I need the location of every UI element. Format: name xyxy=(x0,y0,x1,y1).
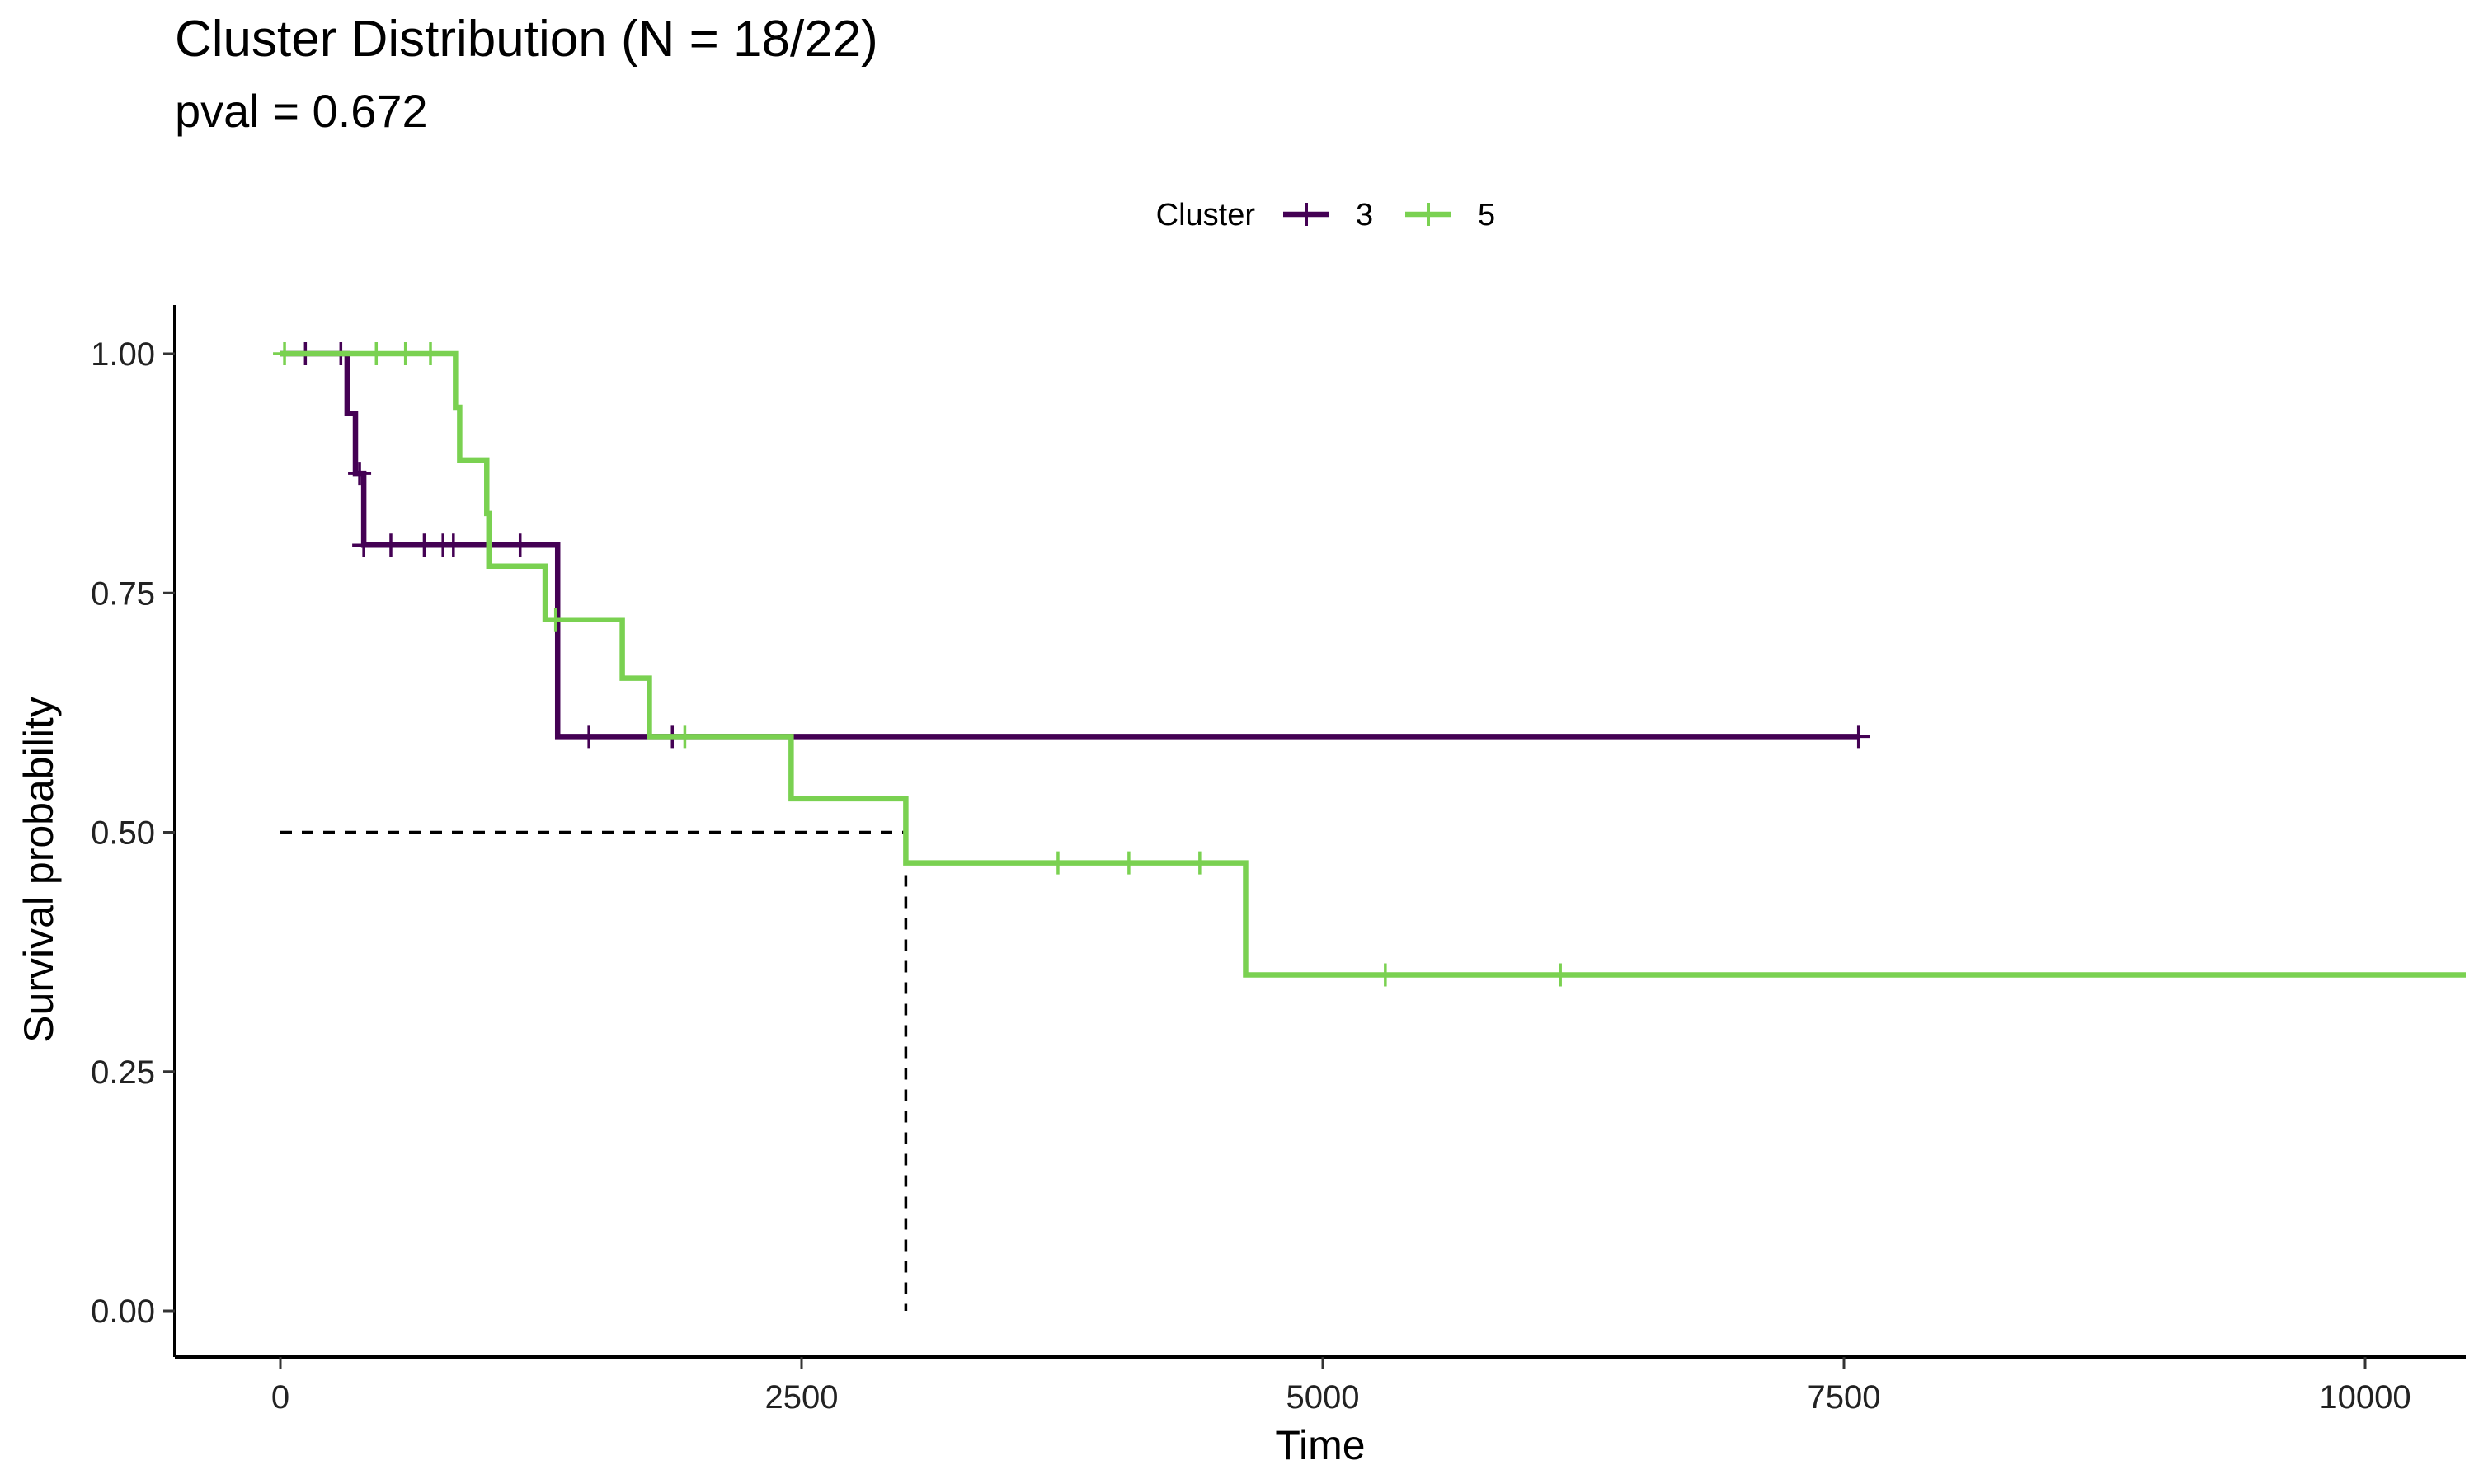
censor-mark-cluster-5 xyxy=(419,342,443,365)
censor-mark-cluster-5 xyxy=(1188,851,1211,875)
x-tick-label: 5000 xyxy=(1286,1379,1360,1416)
censor-mark-cluster-3 xyxy=(1846,725,1870,749)
x-tick-label: 7500 xyxy=(1808,1379,1881,1416)
censor-mark-cluster-5 xyxy=(1549,963,1573,987)
x-tick-label: 0 xyxy=(271,1379,289,1416)
y-tick-label: 1.00 xyxy=(91,336,155,373)
censor-mark-cluster-3 xyxy=(379,533,402,557)
censor-mark-cluster-3 xyxy=(348,462,372,486)
censor-mark-cluster-3 xyxy=(508,533,532,557)
chart-subtitle: pval = 0.672 xyxy=(175,85,428,137)
axes: 0 2500 5000 7500 10000 0.00 0.25 0.50 0.75 1.00 xyxy=(91,305,2466,1416)
y-tick-label: 0.50 xyxy=(91,815,155,852)
censor-mark-cluster-5 xyxy=(273,342,297,365)
legend-label-3: 3 xyxy=(1356,198,1373,232)
legend-label-5: 5 xyxy=(1478,198,1495,232)
censor-mark-cluster-5 xyxy=(365,342,388,365)
y-tick-label: 0.00 xyxy=(91,1294,155,1330)
legend-title: Cluster xyxy=(1156,198,1256,232)
censor-mark-cluster-5 xyxy=(1046,851,1070,875)
censor-mark-cluster-5 xyxy=(673,725,697,749)
survival-curve-cluster-5 xyxy=(280,350,2466,978)
censor-mark-cluster-5 xyxy=(543,608,567,632)
y-tick-label: 0.75 xyxy=(91,575,155,612)
legend: Cluster 3 5 xyxy=(1156,198,1496,232)
plot-area xyxy=(273,342,2466,1311)
censor-mark-cluster-3 xyxy=(352,533,376,557)
censor-mark-cluster-5 xyxy=(393,342,417,365)
censor-mark-cluster-5 xyxy=(1373,963,1397,987)
y-axis-title: Survival probability xyxy=(16,697,62,1043)
censor-mark-cluster-3 xyxy=(441,533,465,557)
censor-mark-cluster-5 xyxy=(1117,851,1141,875)
y-tick-label: 0.25 xyxy=(91,1054,155,1091)
x-tick-label: 10000 xyxy=(2319,1379,2411,1416)
x-tick-label: 2500 xyxy=(765,1379,839,1416)
chart-title: Cluster Distribution (N = 18/22) xyxy=(175,11,878,68)
censor-mark-cluster-3 xyxy=(577,725,601,749)
x-axis-title: Time xyxy=(1275,1422,1365,1468)
